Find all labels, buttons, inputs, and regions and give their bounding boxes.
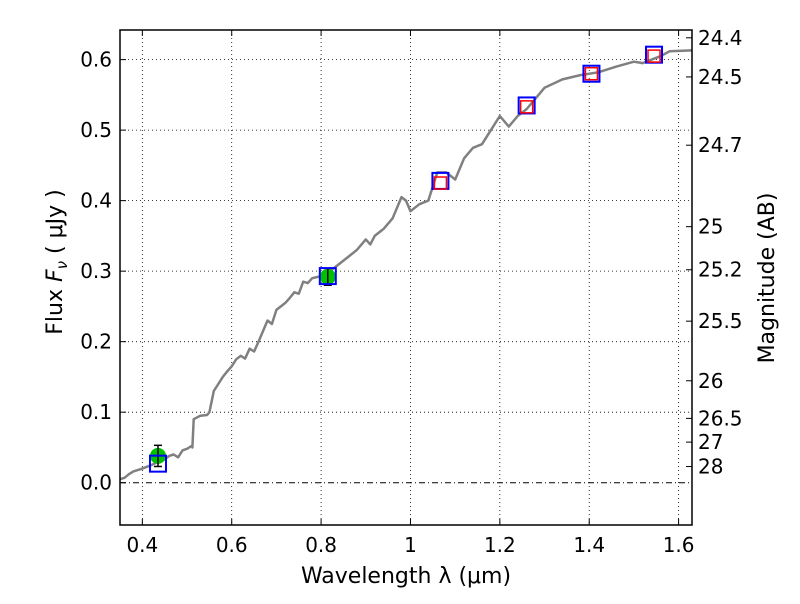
x-tick-label: 1	[404, 533, 417, 557]
y-axis-label: Flux Fν ( μJy )	[43, 189, 71, 334]
spectrum-line	[119, 49, 693, 481]
y2-tick-label: 26.5	[698, 406, 743, 430]
y-label-var: F	[43, 269, 68, 282]
y2-tick-label: 28	[698, 455, 723, 479]
y-tick-label: 0.0	[80, 471, 112, 495]
y2-axis-label: Magnitude (AB)	[755, 193, 780, 364]
synthetic-point	[584, 66, 599, 81]
x-tick-label: 0.8	[305, 533, 337, 557]
model-box-point	[582, 64, 601, 83]
y2-tick-label: 24.4	[698, 26, 743, 50]
y2-tick-label: 27	[698, 430, 723, 454]
y-tick-label: 0.6	[80, 48, 112, 72]
y-tick-label: 0.2	[80, 330, 112, 354]
y-tick-label: 0.5	[80, 118, 112, 142]
y2-tick-label: 25.2	[698, 258, 743, 282]
x-axis-label: Wavelength λ (μm)	[301, 564, 511, 589]
y-tick-label: 0.3	[80, 259, 112, 283]
grid	[120, 30, 692, 525]
synthetic-point	[519, 100, 534, 114]
y2-tick-label: 26	[698, 369, 723, 393]
x-tick-label: 0.6	[216, 533, 248, 557]
y2-tick-label: 24.7	[698, 133, 743, 157]
plot-frame	[119, 29, 693, 526]
model-box-point	[318, 267, 337, 286]
x-tick-label: 0.4	[126, 533, 158, 557]
x-tick-label: 1.2	[484, 533, 516, 557]
y-label-prefix: Flux	[43, 282, 68, 335]
y-label-suffix: ( μJy )	[43, 189, 68, 261]
x-tick-label: 1.4	[573, 533, 605, 557]
y2-tick-label: 24.5	[698, 65, 743, 89]
synthetic-point	[647, 49, 661, 63]
synthetic-point	[433, 176, 448, 190]
y2-tick-label: 25.5	[698, 309, 743, 333]
y-tick-label: 0.1	[80, 400, 112, 424]
y-tick-label: 0.4	[80, 189, 112, 213]
model-box-point	[148, 454, 167, 473]
ticks: 0.4 0.6 0.8 1 1.2 1.4 1.6 0.0 0.1 0.2 0.3 0.4 0.5 0.6…	[80, 26, 742, 557]
marks	[119, 45, 693, 481]
y-label-sub: ν	[53, 261, 71, 269]
x-tick-label: 1.6	[663, 533, 695, 557]
y2-tick-label: 25	[698, 215, 723, 239]
